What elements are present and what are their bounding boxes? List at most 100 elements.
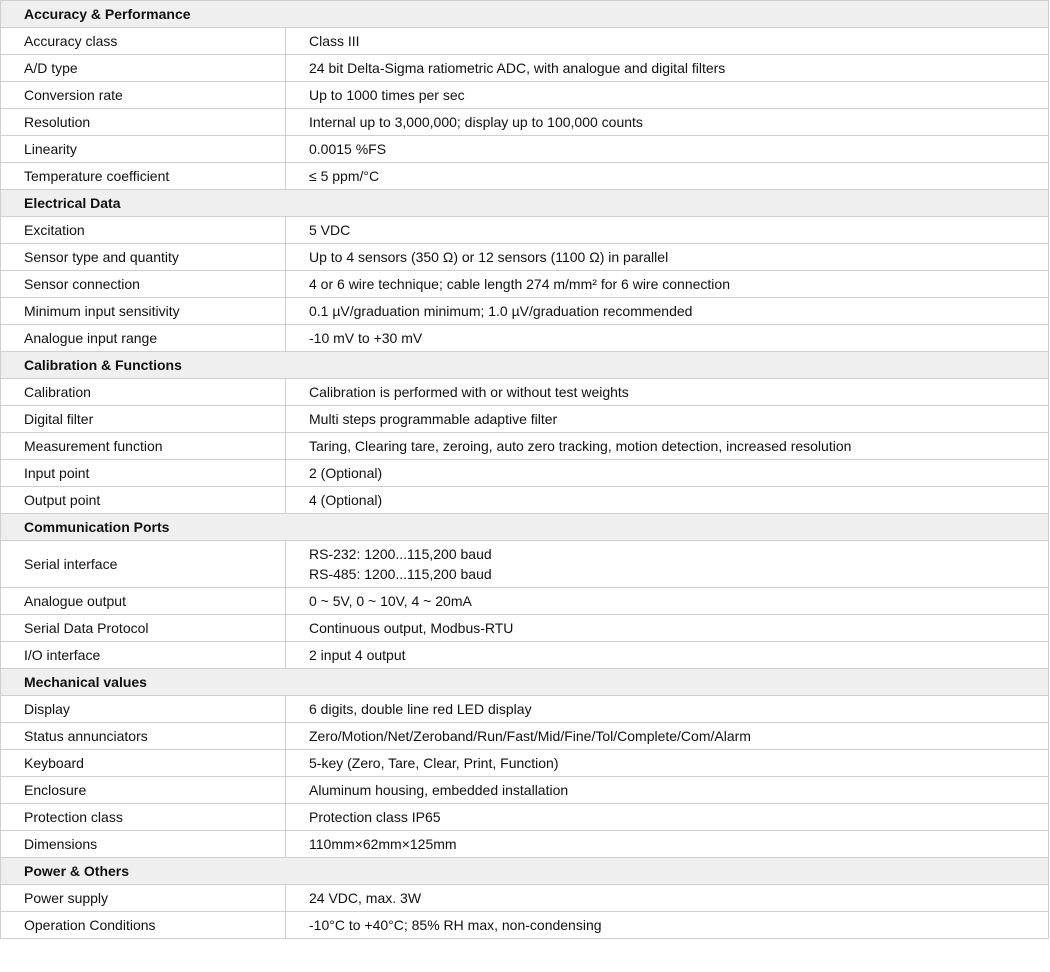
spec-label: Serial interface [0, 540, 286, 588]
table-row: Output point 4 (Optional) [0, 486, 1049, 514]
spec-label: Input point [0, 459, 286, 487]
table-row: Protection class Protection class IP65 [0, 803, 1049, 831]
spec-label: Resolution [0, 108, 286, 136]
spec-value-line: Calibration is performed with or without… [309, 384, 629, 400]
table-row: Keyboard 5-key (Zero, Tare, Clear, Print,… [0, 749, 1049, 777]
spec-value-line: Taring, Clearing tare, zeroing, auto zer… [309, 438, 852, 454]
spec-label: A/D type [0, 54, 286, 82]
spec-value: ≤ 5 ppm/°C [285, 162, 1049, 190]
spec-label: Protection class [0, 803, 286, 831]
spec-label: Dimensions [0, 830, 286, 858]
spec-label: Linearity [0, 135, 286, 163]
section-header: Communication Ports [0, 513, 1049, 541]
spec-value-line: -10°C to +40°C; 85% RH max, non-condensi… [309, 917, 602, 933]
spec-value: Multi steps programmable adaptive filter [285, 405, 1049, 433]
table-row: Measurement function Taring, Clearing tar… [0, 432, 1049, 460]
spec-value: Calibration is performed with or without… [285, 378, 1049, 406]
table-row: Digital filter Multi steps programmable a… [0, 405, 1049, 433]
table-row: Status annunciators Zero/Motion/Net/Zerob… [0, 722, 1049, 750]
spec-value-line: RS-232: 1200...115,200 baud [309, 546, 492, 562]
spec-value: Continuous output, Modbus-RTU [285, 614, 1049, 642]
spec-value: RS-232: 1200...115,200 baud RS-485: 1200.… [285, 540, 1049, 588]
spec-value-line: RS-485: 1200...115,200 baud [309, 566, 492, 582]
spec-label: I/O interface [0, 641, 286, 669]
spec-value-line: Internal up to 3,000,000; display up to … [309, 114, 643, 130]
spec-value: 4 or 6 wire technique; cable length 274 … [285, 270, 1049, 298]
spec-label: Serial Data Protocol [0, 614, 286, 642]
spec-value: 24 bit Delta-Sigma ratiometric ADC, with… [285, 54, 1049, 82]
spec-value-line: 24 VDC, max. 3W [309, 890, 422, 906]
spec-value-line: 2 input 4 output [309, 647, 406, 663]
spec-label: Display [0, 695, 286, 723]
table-row: Analogue output 0 ~ 5V, 0 ~ 10V, 4 ~ 20mA [0, 587, 1049, 615]
spec-label: Analogue output [0, 587, 286, 615]
spec-value-line: Protection class IP65 [309, 809, 441, 825]
spec-value: 0 ~ 5V, 0 ~ 10V, 4 ~ 20mA [285, 587, 1049, 615]
section-title: Electrical Data [0, 189, 1049, 217]
spec-label: Output point [0, 486, 286, 514]
table-row: Resolution Internal up to 3,000,000; disp… [0, 108, 1049, 136]
spec-value-line: 110mm×62mm×125mm [309, 836, 457, 852]
spec-label: Sensor type and quantity [0, 243, 286, 271]
spec-label: Operation Conditions [0, 911, 286, 939]
spec-value-line: Zero/Motion/Net/Zeroband/Run/Fast/Mid/Fi… [309, 728, 751, 744]
spec-value-line: Continuous output, Modbus-RTU [309, 620, 514, 636]
spec-value-line: 4 or 6 wire technique; cable length 274 … [309, 276, 730, 292]
spec-value-line: -10 mV to +30 mV [309, 330, 423, 346]
table-row: Enclosure Aluminum housing, embedded inst… [0, 776, 1049, 804]
spec-value: Up to 4 sensors (350 Ω) or 12 sensors (1… [285, 243, 1049, 271]
spec-label: Enclosure [0, 776, 286, 804]
spec-label: Sensor connection [0, 270, 286, 298]
spec-value: 5-key (Zero, Tare, Clear, Print, Functio… [285, 749, 1049, 777]
spec-value: 5 VDC [285, 216, 1049, 244]
table-row: Minimum input sensitivity 0.1 µV/graduati… [0, 297, 1049, 325]
section-header: Mechanical values [0, 668, 1049, 696]
spec-value-line: 5 VDC [309, 222, 351, 238]
spec-label: Status annunciators [0, 722, 286, 750]
table-row: Dimensions 110mm×62mm×125mm [0, 830, 1049, 858]
section-title: Accuracy & Performance [0, 0, 1049, 28]
table-row: Accuracy class Class III [0, 27, 1049, 55]
spec-value: Protection class IP65 [285, 803, 1049, 831]
spec-value: 4 (Optional) [285, 486, 1049, 514]
section-title: Mechanical values [0, 668, 1049, 696]
table-row: I/O interface 2 input 4 output [0, 641, 1049, 669]
spec-value-line: 4 (Optional) [309, 492, 383, 508]
spec-label: Keyboard [0, 749, 286, 777]
section-title: Power & Others [0, 857, 1049, 885]
spec-value-line: Aluminum housing, embedded installation [309, 782, 569, 798]
table-row: A/D type 24 bit Delta-Sigma ratiometric A… [0, 54, 1049, 82]
spec-value: 0.0015 %FS [285, 135, 1049, 163]
table-row: Linearity 0.0015 %FS [0, 135, 1049, 163]
spec-label: Accuracy class [0, 27, 286, 55]
spec-value: -10°C to +40°C; 85% RH max, non-condensi… [285, 911, 1049, 939]
section-title: Calibration & Functions [0, 351, 1049, 379]
spec-value-line: 0.0015 %FS [309, 141, 387, 157]
section-title: Communication Ports [0, 513, 1049, 541]
section-header: Calibration & Functions [0, 351, 1049, 379]
section-header: Power & Others [0, 857, 1049, 885]
table-row: Calibration Calibration is performed with… [0, 378, 1049, 406]
table-row: Serial Data Protocol Continuous output, M… [0, 614, 1049, 642]
table-row: Excitation 5 VDC [0, 216, 1049, 244]
spec-label: Calibration [0, 378, 286, 406]
spec-value-line: Up to 1000 times per sec [309, 87, 465, 103]
table-row: Serial interface RS-232: 1200...115,200 b… [0, 540, 1049, 588]
spec-value: 24 VDC, max. 3W [285, 884, 1049, 912]
table-row: Power supply 24 VDC, max. 3W [0, 884, 1049, 912]
spec-value: 0.1 µV/graduation minimum; 1.0 µV/gradua… [285, 297, 1049, 325]
spec-table: Accuracy & Performance Accuracy class Clas… [0, 0, 1049, 939]
spec-label: Analogue input range [0, 324, 286, 352]
spec-value: 2 input 4 output [285, 641, 1049, 669]
section-header: Electrical Data [0, 189, 1049, 217]
spec-value: 6 digits, double line red LED display [285, 695, 1049, 723]
spec-value: -10 mV to +30 mV [285, 324, 1049, 352]
spec-value: Internal up to 3,000,000; display up to … [285, 108, 1049, 136]
table-row: Conversion rate Up to 1000 times per sec [0, 81, 1049, 109]
spec-label: Minimum input sensitivity [0, 297, 286, 325]
spec-label: Measurement function [0, 432, 286, 460]
spec-value-line: 24 bit Delta-Sigma ratiometric ADC, with… [309, 60, 726, 76]
spec-value: Aluminum housing, embedded installation [285, 776, 1049, 804]
table-row: Operation Conditions -10°C to +40°C; 85% … [0, 911, 1049, 939]
spec-value-line: ≤ 5 ppm/°C [309, 168, 380, 184]
